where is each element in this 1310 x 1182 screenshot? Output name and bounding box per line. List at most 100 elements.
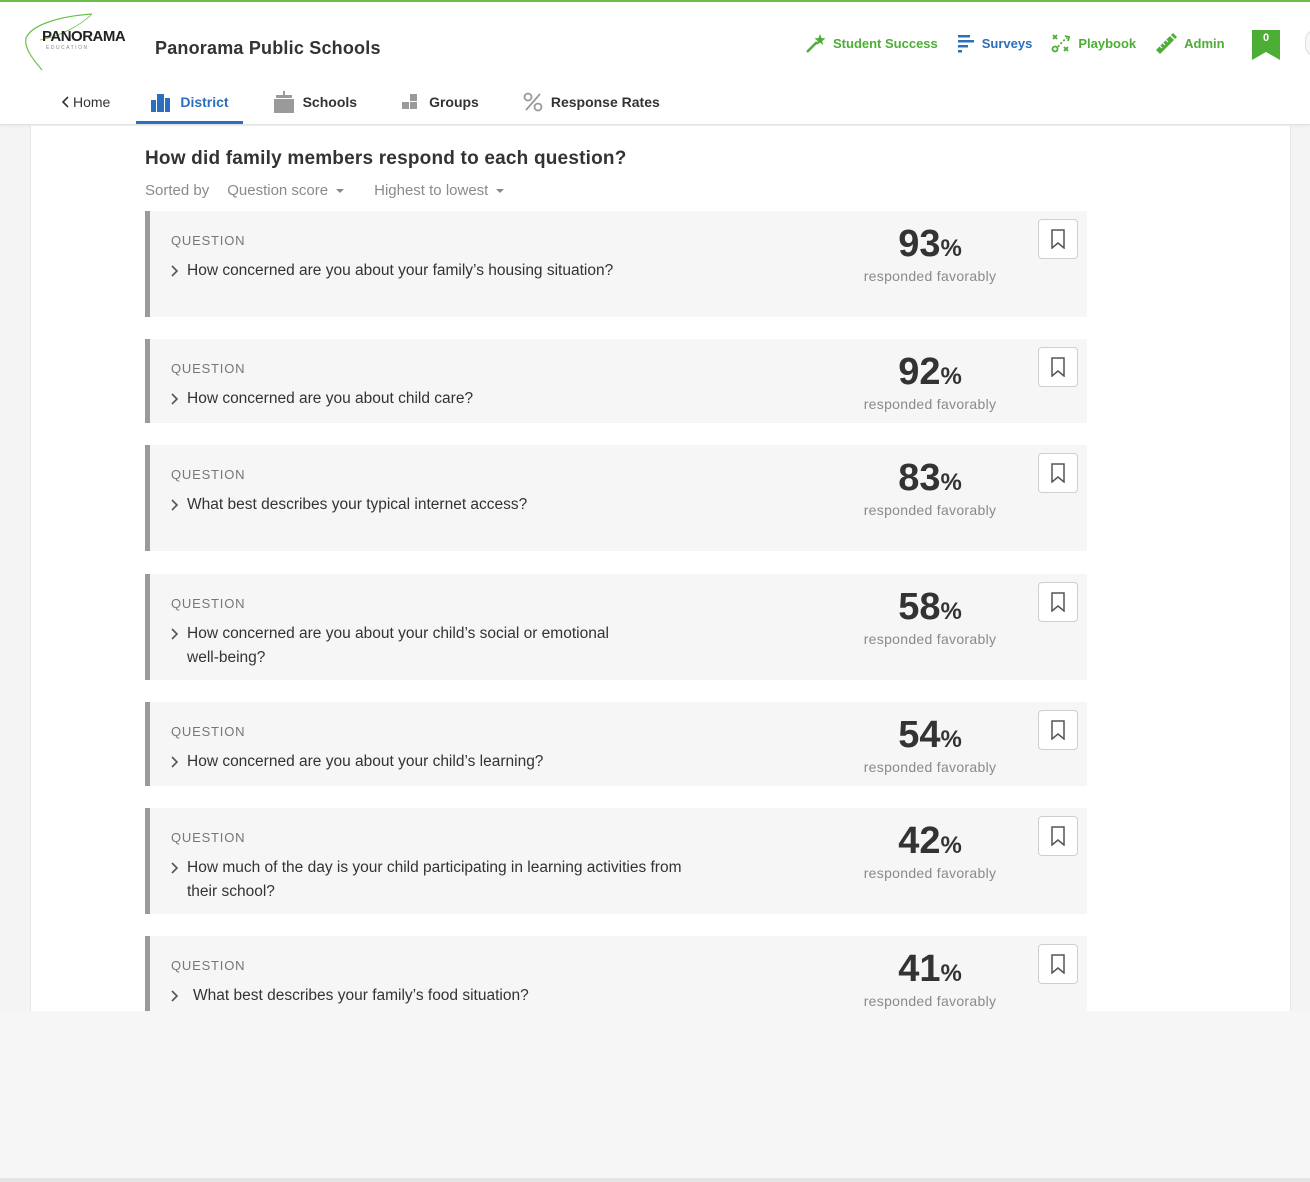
question-label: QUESTION: [171, 724, 246, 739]
question-label: QUESTION: [171, 830, 246, 845]
percent-sign: %: [940, 598, 962, 625]
score-value: 41: [898, 948, 941, 990]
favorable-score: 54% responded favorably: [840, 712, 1020, 775]
bookmark-icon: [1051, 720, 1065, 740]
question-text: How concerned are you about your family’…: [187, 262, 614, 279]
sort-order-value: Highest to lowest: [374, 182, 489, 199]
top-nav-label: Student Success: [833, 35, 938, 51]
chevron-right-icon: [171, 750, 187, 776]
chevron-right-icon: [171, 984, 193, 1010]
tab-groups[interactable]: Groups: [387, 80, 493, 124]
sort-field-dropdown[interactable]: Question score: [227, 182, 345, 199]
pencil-ruler-icon: [1156, 33, 1178, 54]
groups-icon: [402, 94, 418, 109]
question-toggle[interactable]: How concerned are you about your child’s…: [171, 622, 691, 670]
percent-sign: %: [940, 363, 962, 390]
percent-sign: %: [940, 469, 962, 496]
score-caption: responded favorably: [863, 993, 997, 1009]
top-nav-student-success[interactable]: Student Success: [805, 32, 938, 54]
score-caption: responded favorably: [863, 759, 997, 775]
tab-label: Schools: [302, 94, 358, 110]
question-toggle[interactable]: How concerned are you about your family’…: [171, 259, 691, 285]
chevron-right-icon: [171, 493, 187, 519]
question-card[interactable]: QUESTION How concerned are you about you…: [145, 702, 1087, 786]
chevron-right-icon: [171, 387, 187, 413]
org-name: Panorama Public Schools: [155, 38, 381, 58]
bookmark-button[interactable]: [1038, 710, 1078, 750]
chevron-left-icon: [62, 96, 69, 108]
percent-sign: %: [940, 832, 962, 859]
logo-swoosh-icon: [25, 13, 93, 71]
caret-down-icon: [336, 188, 345, 193]
question-card[interactable]: QUESTION How much of the day is your chi…: [145, 808, 1087, 914]
sort-label: Sorted by: [145, 182, 210, 199]
tab-district[interactable]: District: [136, 80, 243, 124]
top-nav-label: Admin: [1184, 35, 1225, 51]
chevron-right-icon: [171, 622, 187, 670]
home-link[interactable]: Home: [62, 80, 124, 124]
page-footer-area: [0, 1011, 1310, 1179]
bookmark-button[interactable]: [1038, 219, 1078, 259]
percent-icon: [523, 92, 543, 112]
bookmarks-flag-button[interactable]: 0: [1252, 30, 1280, 60]
question-label: QUESTION: [171, 361, 246, 376]
question-toggle[interactable]: What best describes your typical interne…: [171, 493, 691, 519]
question-card[interactable]: QUESTION What best describes your typica…: [145, 445, 1087, 551]
top-nav-admin[interactable]: Admin: [1154, 32, 1225, 54]
tab-response-rates[interactable]: Response Rates: [509, 80, 674, 124]
sub-nav: Home District Schools Groups: [62, 80, 690, 125]
question-text: How concerned are you about your child’s…: [187, 753, 544, 770]
question-toggle[interactable]: What best describes your family’s food s…: [171, 984, 691, 1010]
bookmark-button[interactable]: [1038, 347, 1078, 387]
logo-text: PANORAMA: [42, 28, 126, 45]
bookmark-icon: [1051, 229, 1065, 249]
question-card[interactable]: QUESTION What best describes your family…: [145, 936, 1087, 1011]
question-card[interactable]: QUESTION How concerned are you about you…: [145, 211, 1087, 317]
question-card[interactable]: QUESTION How concerned are you about you…: [145, 574, 1087, 680]
chevron-right-icon: [171, 259, 187, 285]
results-panel: How did family members respond to each q…: [30, 126, 1291, 1011]
favorable-score: 93% responded favorably: [840, 221, 1020, 284]
tab-label: District: [180, 94, 229, 110]
bookmark-count: 0: [1262, 32, 1270, 44]
top-nav-surveys[interactable]: Surveys: [956, 32, 1032, 54]
panorama-logo[interactable]: PANORAMA EDUCATION: [22, 12, 132, 72]
score-value: 42: [898, 820, 941, 862]
top-nav-playbook[interactable]: Playbook: [1050, 32, 1136, 54]
score-caption: responded favorably: [863, 631, 997, 647]
sort-order-dropdown[interactable]: Highest to lowest: [374, 182, 505, 199]
logo-subtext: EDUCATION: [46, 45, 89, 51]
bars-icon: [957, 35, 974, 53]
bookmark-button[interactable]: [1038, 944, 1078, 984]
home-label: Home: [73, 94, 111, 110]
tab-label: Groups: [429, 94, 479, 110]
bookmark-button[interactable]: [1038, 582, 1078, 622]
score-caption: responded favorably: [863, 865, 997, 881]
tab-label: Response Rates: [550, 94, 660, 110]
bookmark-icon: [1051, 463, 1065, 483]
question-text: How concerned are you about child care?: [187, 390, 474, 407]
question-label: QUESTION: [171, 596, 246, 611]
caret-down-icon: [496, 188, 505, 193]
bookmark-button[interactable]: [1038, 453, 1078, 493]
user-menu-edge[interactable]: [1305, 30, 1310, 56]
bookmark-button[interactable]: [1038, 816, 1078, 856]
playbook-icon: [1051, 34, 1071, 53]
district-icon: [151, 94, 171, 112]
favorable-score: 92% responded favorably: [840, 349, 1020, 412]
percent-sign: %: [940, 726, 962, 753]
score-value: 83: [898, 457, 941, 499]
top-nav: Student Success Surveys Playbook: [805, 32, 1243, 54]
section-title: How did family members respond to each q…: [145, 148, 627, 169]
percent-sign: %: [940, 960, 962, 987]
school-icon: [273, 91, 294, 113]
question-toggle[interactable]: How concerned are you about child care?: [171, 387, 691, 413]
app-header: PANORAMA EDUCATION Panorama Public Schoo…: [0, 2, 1310, 125]
favorable-score: 41% responded favorably: [840, 946, 1020, 1009]
question-label: QUESTION: [171, 233, 246, 248]
bottom-divider: [0, 1178, 1310, 1182]
question-toggle[interactable]: How much of the day is your child partic…: [171, 856, 711, 904]
question-toggle[interactable]: How concerned are you about your child’s…: [171, 750, 691, 776]
question-card[interactable]: QUESTION How concerned are you about chi…: [145, 339, 1087, 423]
tab-schools[interactable]: Schools: [259, 80, 371, 124]
